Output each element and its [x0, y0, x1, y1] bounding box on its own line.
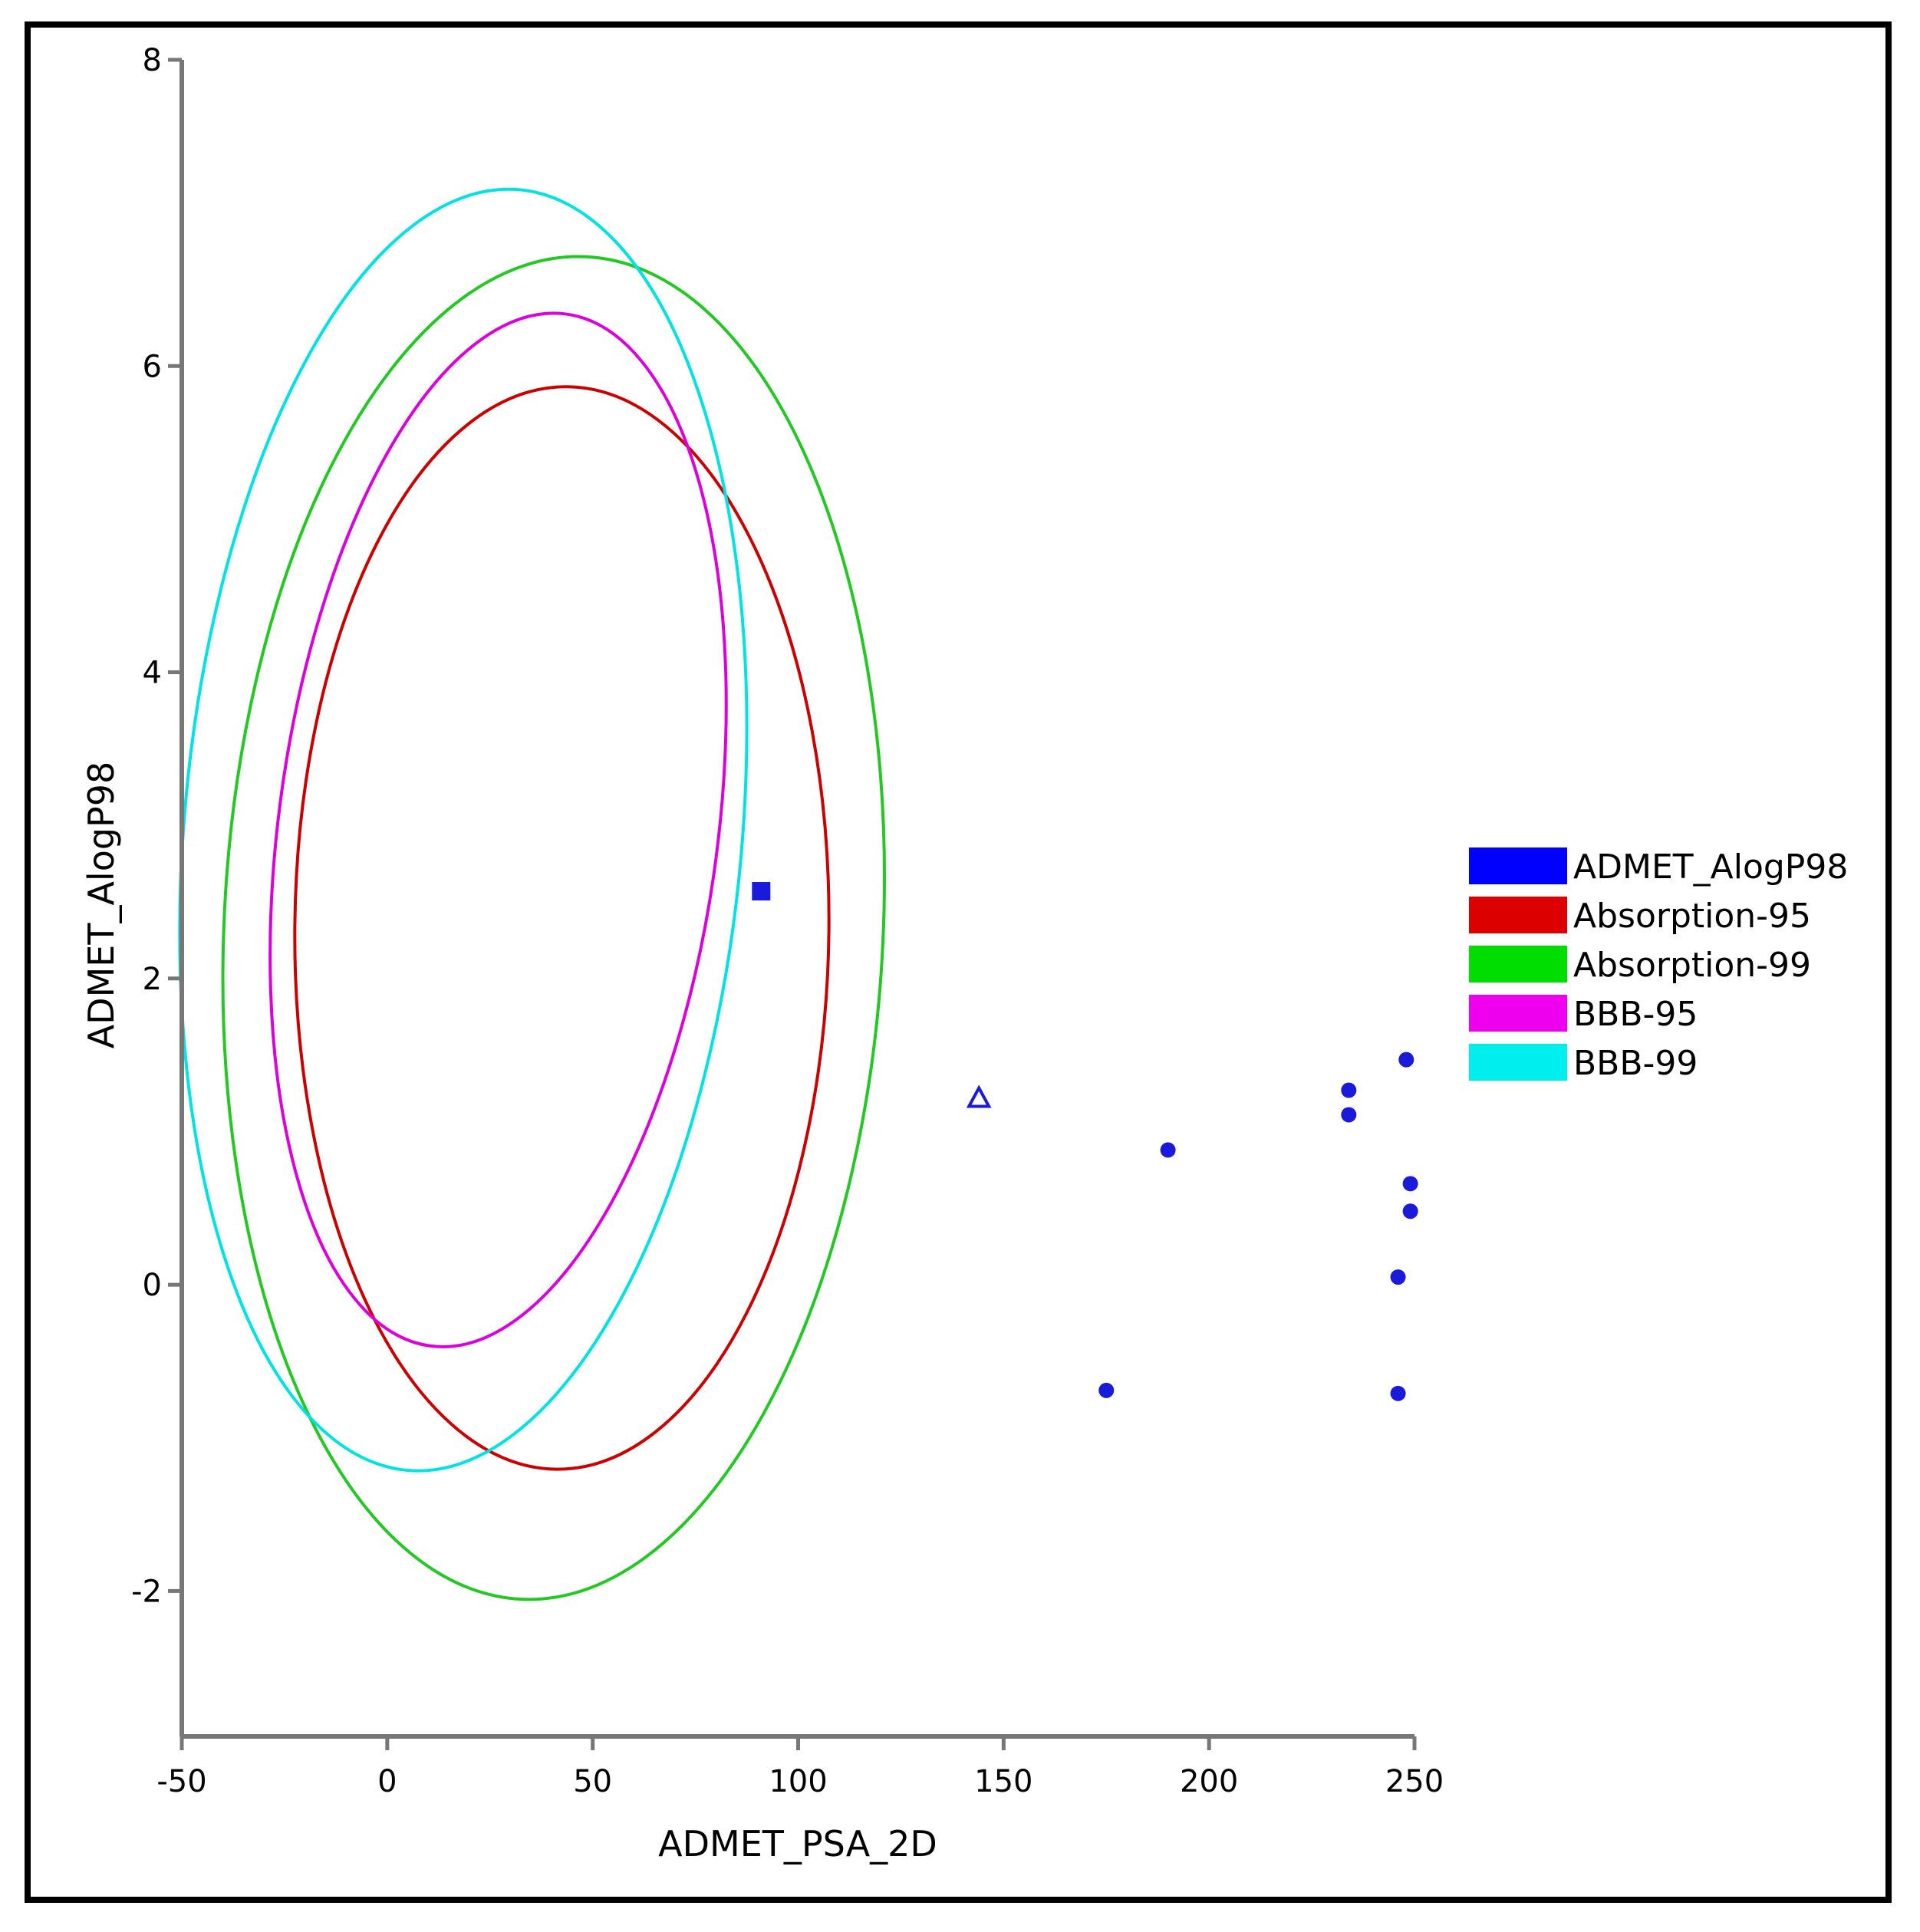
x-axis-title: ADMET_PSA_2D	[658, 1823, 937, 1865]
legend-swatch-absorption-99	[1469, 946, 1567, 982]
legend-swatch-bbb-95	[1469, 995, 1567, 1032]
y-tick-label-3: 4	[143, 656, 162, 691]
confidence-ellipses	[178, 187, 886, 1601]
legend-item-absorption-99: Absorption-99	[1469, 944, 1899, 993]
ellipse-bbb-95	[268, 311, 728, 1348]
legend-item-bbb-95: BBB-95	[1469, 993, 1899, 1042]
legend-swatch-bbb-99	[1469, 1044, 1567, 1081]
legend: ADMET_AlogP98 Absorption-95 Absorption-9…	[1469, 846, 1899, 1091]
legend-swatch-admet-alogp98	[1469, 848, 1567, 884]
data-point-9	[1390, 1269, 1406, 1285]
data-point-8	[1402, 1203, 1418, 1219]
x-tick-label-5: 200	[1180, 1764, 1238, 1799]
y-tick-label-4: 6	[143, 349, 162, 384]
axes	[179, 60, 1414, 1739]
x-tick-label-2: 50	[573, 1764, 612, 1799]
data-point-4	[1341, 1082, 1357, 1098]
axis-ticks: -50 0 50 100 150 200 250 -2 0 2 4 6 8	[131, 43, 1444, 1799]
x-tick-label-0: -50	[156, 1764, 206, 1799]
y-tick-label-5: 8	[143, 43, 162, 78]
data-point-2	[1098, 1382, 1115, 1398]
x-tick-label-3: 100	[769, 1764, 827, 1799]
data-point-6	[1398, 1052, 1414, 1068]
legend-item-admet-alogp98: ADMET_AlogP98	[1469, 846, 1899, 895]
data-point-5	[1341, 1107, 1357, 1123]
x-tick-label-1: 0	[377, 1764, 397, 1799]
y-tick-label-0: -2	[131, 1574, 162, 1609]
ellipse-absorption-95	[293, 385, 831, 1471]
x-tick-label-4: 150	[974, 1764, 1032, 1799]
chart-frame	[25, 21, 1892, 1903]
legend-label-absorption-95: Absorption-95	[1573, 897, 1812, 936]
legend-label-bbb-95: BBB-95	[1573, 995, 1698, 1034]
data-point-3	[1160, 1142, 1176, 1158]
ellipse-absorption-99	[221, 255, 886, 1601]
legend-label-bbb-99: BBB-99	[1573, 1044, 1698, 1083]
legend-item-bbb-99: BBB-99	[1469, 1042, 1899, 1091]
legend-item-absorption-95: Absorption-95	[1469, 895, 1899, 944]
data-point-7	[1402, 1176, 1418, 1192]
y-axis-title: ADMET_AlogP98	[81, 762, 122, 1049]
data-point-1	[966, 1084, 992, 1108]
y-tick-label-1: 0	[143, 1268, 162, 1303]
x-tick-label-6: 250	[1385, 1764, 1444, 1799]
ellipse-bbb-99	[178, 187, 749, 1473]
data-point-10	[1390, 1385, 1406, 1401]
legend-swatch-absorption-95	[1469, 897, 1567, 933]
data-points	[752, 882, 1418, 1401]
y-tick-label-2: 2	[143, 962, 162, 997]
legend-label-admet-alogp98: ADMET_AlogP98	[1573, 848, 1849, 887]
data-point-0	[752, 882, 771, 901]
legend-label-absorption-99: Absorption-99	[1573, 946, 1812, 985]
